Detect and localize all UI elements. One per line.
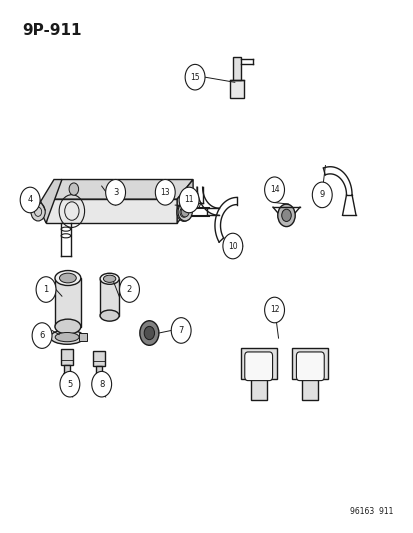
Text: 8: 8 xyxy=(99,379,104,389)
FancyBboxPatch shape xyxy=(55,278,81,327)
Ellipse shape xyxy=(59,273,76,283)
Circle shape xyxy=(181,207,189,217)
Ellipse shape xyxy=(103,275,116,282)
Circle shape xyxy=(179,187,199,213)
Circle shape xyxy=(105,180,125,205)
FancyBboxPatch shape xyxy=(93,351,105,366)
Circle shape xyxy=(178,203,192,221)
Polygon shape xyxy=(46,180,192,199)
Text: 4: 4 xyxy=(27,196,33,205)
FancyBboxPatch shape xyxy=(244,352,272,381)
Text: 96163  911: 96163 911 xyxy=(349,507,393,516)
Circle shape xyxy=(92,372,112,397)
Ellipse shape xyxy=(55,333,79,342)
Text: 1: 1 xyxy=(43,285,49,294)
Ellipse shape xyxy=(55,271,81,286)
Circle shape xyxy=(144,326,154,340)
Text: 3: 3 xyxy=(113,188,118,197)
Ellipse shape xyxy=(100,310,119,321)
Ellipse shape xyxy=(50,330,84,344)
Text: 9P-911: 9P-911 xyxy=(22,23,81,38)
Circle shape xyxy=(171,318,191,343)
Text: 15: 15 xyxy=(190,72,199,82)
Text: 6: 6 xyxy=(39,331,45,340)
Polygon shape xyxy=(292,349,328,400)
FancyBboxPatch shape xyxy=(61,350,73,365)
Circle shape xyxy=(311,182,331,208)
Circle shape xyxy=(119,277,139,302)
FancyBboxPatch shape xyxy=(79,333,87,341)
Polygon shape xyxy=(46,199,177,223)
Circle shape xyxy=(222,233,242,259)
Text: 14: 14 xyxy=(269,185,279,194)
Circle shape xyxy=(176,203,191,221)
Circle shape xyxy=(264,177,284,203)
Circle shape xyxy=(185,64,204,90)
FancyBboxPatch shape xyxy=(95,366,102,375)
Text: 12: 12 xyxy=(269,305,279,314)
FancyBboxPatch shape xyxy=(232,56,240,80)
Text: 5: 5 xyxy=(67,379,72,389)
Text: 13: 13 xyxy=(160,188,170,197)
FancyBboxPatch shape xyxy=(100,279,119,316)
Text: 2: 2 xyxy=(126,285,132,294)
Circle shape xyxy=(36,277,56,302)
FancyBboxPatch shape xyxy=(229,80,243,98)
Text: 11: 11 xyxy=(184,196,193,205)
Polygon shape xyxy=(177,180,192,223)
Circle shape xyxy=(112,181,122,193)
Circle shape xyxy=(20,187,40,213)
Polygon shape xyxy=(38,180,62,223)
Polygon shape xyxy=(240,349,276,400)
Circle shape xyxy=(277,204,294,227)
FancyBboxPatch shape xyxy=(296,352,323,381)
Text: 7: 7 xyxy=(178,326,183,335)
Circle shape xyxy=(69,183,78,195)
Circle shape xyxy=(60,372,80,397)
Circle shape xyxy=(281,209,291,222)
FancyBboxPatch shape xyxy=(64,365,70,374)
Text: 9: 9 xyxy=(319,190,324,199)
Circle shape xyxy=(264,297,284,323)
Circle shape xyxy=(155,180,175,205)
Circle shape xyxy=(31,203,45,221)
Ellipse shape xyxy=(55,319,81,334)
Ellipse shape xyxy=(100,273,119,284)
Circle shape xyxy=(140,321,159,345)
Circle shape xyxy=(32,323,52,349)
Text: 10: 10 xyxy=(228,241,237,251)
